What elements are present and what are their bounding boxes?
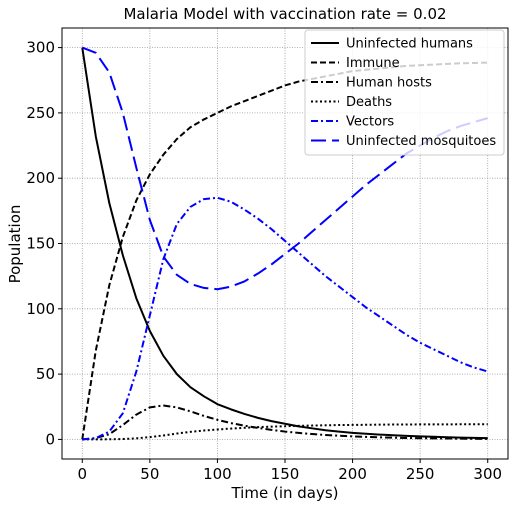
legend-box xyxy=(304,29,505,156)
y-tick-label: 300 xyxy=(26,39,55,57)
y-tick-label: 50 xyxy=(36,365,55,383)
y-tick-label: 100 xyxy=(26,300,55,318)
y-tick-label: 250 xyxy=(26,104,55,122)
x-tick-label: 150 xyxy=(271,465,300,483)
y-tick-label: 150 xyxy=(26,235,55,253)
series-line-uninfected-humans xyxy=(81,47,488,440)
grid xyxy=(62,28,508,459)
axis-ticks: 0 50 100 150 200 250 300 0 50 100 150 200 250 300 xyxy=(26,39,502,483)
x-tick-label: 0 xyxy=(77,465,87,483)
legend-label-human-hosts: Human hosts xyxy=(346,76,432,91)
x-tick-label: 50 xyxy=(140,465,159,483)
legend-label-immune: Immune xyxy=(346,56,400,71)
x-tick-label: 250 xyxy=(406,465,435,483)
x-tick-label: 200 xyxy=(338,465,367,483)
series-line-vectors xyxy=(82,196,489,441)
y-tick-label: 200 xyxy=(26,169,55,187)
x-tick-label: 300 xyxy=(473,465,502,483)
y-tick-label: 0 xyxy=(45,430,55,448)
legend: Uninfected humans Immune Human hosts Deaths… xyxy=(304,29,505,156)
legend-label-uninfected-humans: Uninfected humans xyxy=(346,37,473,52)
legend-label-vectors: Vectors xyxy=(346,115,394,130)
x-axis-label: Time (in days) xyxy=(230,484,338,502)
series-line-human-hosts xyxy=(82,404,488,441)
x-tick-label: 100 xyxy=(203,465,232,483)
legend-label-deaths: Deaths xyxy=(346,95,392,110)
legend-label-uninfected-mosquitoes: Uninfected mosquitoes xyxy=(346,134,496,149)
y-axis-label: Population xyxy=(6,205,24,284)
series-line-deaths xyxy=(82,423,488,441)
chart-title: Malaria Model with vaccination rate = 0.… xyxy=(123,5,446,23)
